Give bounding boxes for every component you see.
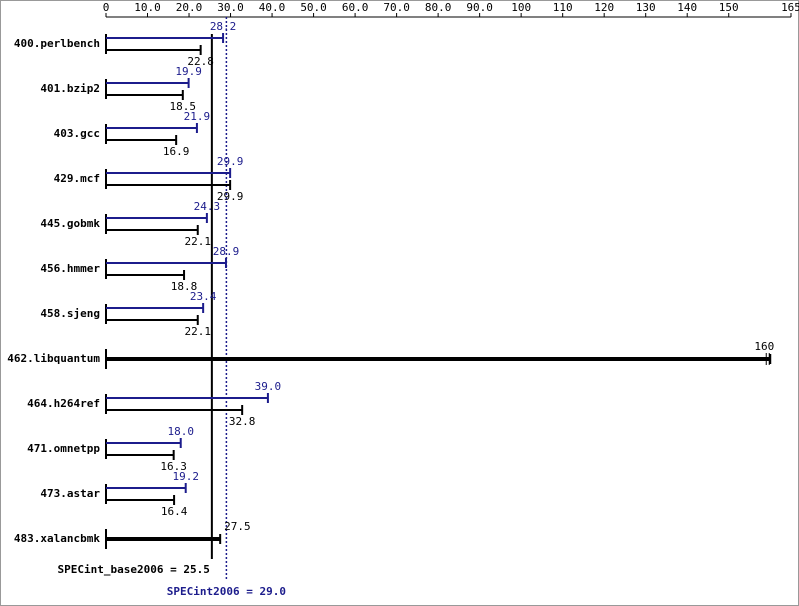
value-label: 160 [754, 340, 774, 353]
value-label: 27.5 [224, 520, 251, 533]
peak-value-label: 28.9 [213, 245, 240, 258]
base-value-label: 16.9 [163, 145, 190, 158]
x-tick-label: 70.0 [383, 1, 410, 14]
peak-value-label: 19.2 [172, 470, 199, 483]
base-value-label: 22.8 [187, 55, 214, 68]
x-tick-label: 165 [781, 1, 799, 14]
x-tick-label: 150 [719, 1, 739, 14]
x-tick-label: 120 [594, 1, 614, 14]
x-tick-label: 30.0 [217, 1, 244, 14]
x-tick-label: 50.0 [300, 1, 327, 14]
category-label: 401.bzip2 [40, 82, 100, 95]
category-label: 473.astar [40, 487, 100, 500]
peak-value-label: 23.4 [190, 290, 217, 303]
x-tick-label: 40.0 [259, 1, 286, 14]
x-tick-label: 80.0 [425, 1, 452, 14]
peak-value-label: 28.2 [210, 20, 237, 33]
category-label: 458.sjeng [40, 307, 100, 320]
x-tick-label: 0 [103, 1, 110, 14]
category-label: 483.xalancbmk [14, 532, 100, 545]
category-label: 429.mcf [54, 172, 100, 185]
peak-reference-label: SPECint2006 = 29.0 [167, 585, 286, 598]
base-value-label: 29.9 [217, 190, 244, 203]
category-label: 462.libquantum [7, 352, 100, 365]
peak-value-label: 19.9 [175, 65, 202, 78]
base-value-label: 18.8 [171, 280, 198, 293]
category-label: 456.hmmer [40, 262, 100, 275]
x-tick-label: 20.0 [176, 1, 203, 14]
x-tick-label: 10.0 [134, 1, 161, 14]
category-label: 464.h264ref [27, 397, 100, 410]
peak-value-label: 24.3 [194, 200, 221, 213]
x-tick-label: 90.0 [466, 1, 493, 14]
base-value-label: 32.8 [229, 415, 256, 428]
base-value-label: 22.1 [184, 325, 211, 338]
peak-value-label: 29.9 [217, 155, 244, 168]
category-label: 445.gobmk [40, 217, 100, 230]
x-tick-label: 60.0 [342, 1, 369, 14]
category-label: 400.perlbench [14, 37, 100, 50]
peak-value-label: 18.0 [167, 425, 194, 438]
base-value-label: 22.1 [184, 235, 211, 248]
base-value-label: 18.5 [170, 100, 197, 113]
category-label: 403.gcc [54, 127, 100, 140]
base-reference-label: SPECint_base2006 = 25.5 [58, 563, 210, 576]
category-label: 471.omnetpp [27, 442, 100, 455]
peak-value-label: 39.0 [255, 380, 282, 393]
x-tick-label: 140 [677, 1, 697, 14]
base-value-label: 16.3 [160, 460, 187, 473]
x-tick-label: 110 [553, 1, 573, 14]
peak-value-label: 21.9 [184, 110, 211, 123]
base-value-label: 16.4 [161, 505, 188, 518]
x-tick-label: 100 [511, 1, 531, 14]
x-tick-label: 130 [636, 1, 656, 14]
